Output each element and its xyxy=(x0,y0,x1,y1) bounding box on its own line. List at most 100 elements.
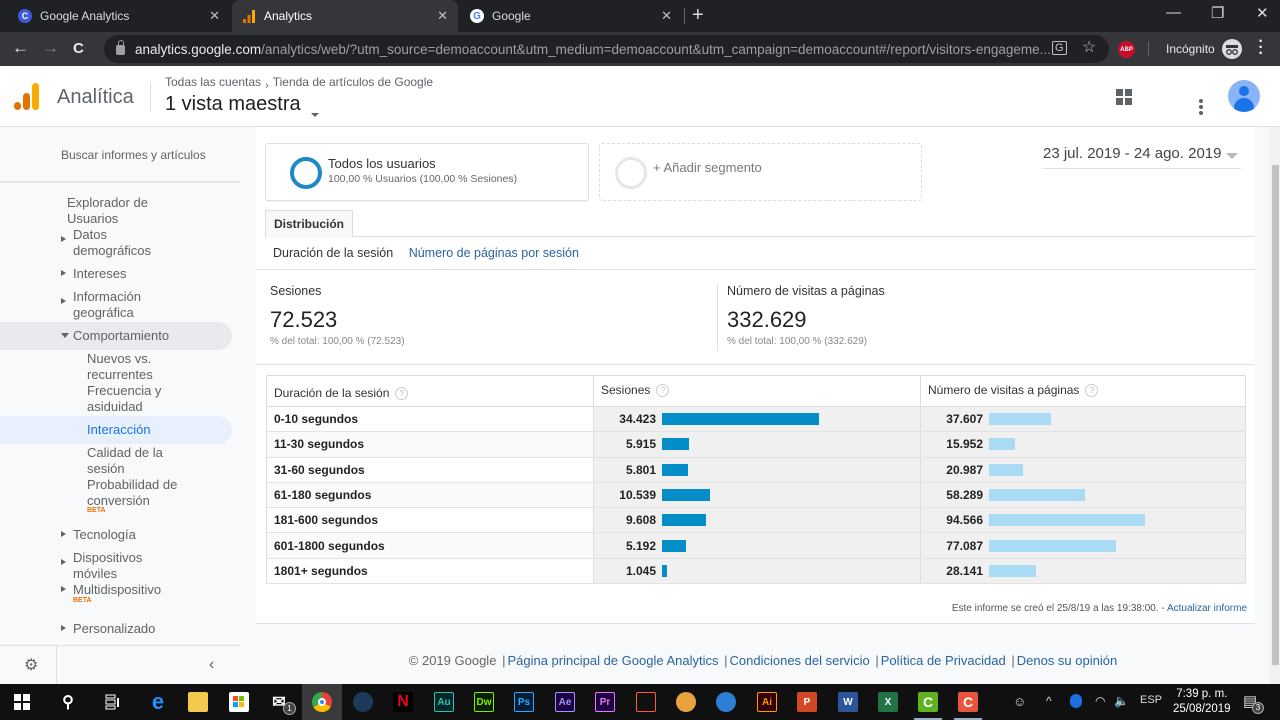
netflix-icon[interactable]: N xyxy=(393,692,413,712)
sidebar-item-tecnologia[interactable]: Tecnología xyxy=(73,527,136,542)
subtab-paginas-por-sesion[interactable]: Número de páginas por sesión xyxy=(408,246,579,260)
animate-icon[interactable] xyxy=(636,692,656,712)
after-effects-icon[interactable]: Ae xyxy=(555,692,575,712)
restore-button[interactable]: ❐ xyxy=(1211,5,1225,22)
incognito-icon[interactable] xyxy=(1222,39,1242,59)
footer-link-ga-home[interactable]: Página principal de Google Analytics xyxy=(507,653,719,668)
sidebar-item-explorador-usuarios[interactable]: Explorador de Usuarios xyxy=(67,195,148,226)
minimize-button[interactable]: — xyxy=(1166,4,1181,21)
camtasia-icon[interactable]: C xyxy=(918,692,938,712)
sidebar-item-multidispositivo[interactable]: Multidispositivo xyxy=(73,582,162,597)
sidebar-item-dispositivos-moviles[interactable]: Dispositivos móviles xyxy=(73,550,143,581)
edge-icon[interactable]: e xyxy=(151,689,165,714)
sidebar-item-nuevos-vs-recurrentes[interactable]: Nuevos vs. recurrentes xyxy=(87,351,153,382)
add-segment-button[interactable]: + Añadir segmento xyxy=(599,143,922,201)
date-range-picker[interactable]: 23 jul. 2019 - 24 ago. 2019 xyxy=(1043,145,1241,169)
sidebar-item-intereses[interactable]: Intereses xyxy=(73,266,127,281)
sidebar-item-calidad-sesion[interactable]: Calidad de la sesión xyxy=(87,445,163,476)
close-window-button[interactable]: ✕ xyxy=(1256,5,1269,22)
view-dropdown-caret-icon[interactable] xyxy=(311,113,319,117)
reload-button[interactable]: C xyxy=(73,40,84,57)
game-app-icon[interactable] xyxy=(676,692,696,712)
apps-grid-icon[interactable] xyxy=(1116,89,1132,105)
tab-distribucion[interactable]: Distribución xyxy=(265,210,354,238)
help-icon[interactable]: ? xyxy=(1085,384,1099,398)
illustrator-icon[interactable]: Ai xyxy=(757,692,777,712)
subtab-duracion-sesion[interactable]: Duración de la sesión xyxy=(273,246,394,260)
chrome-icon[interactable] xyxy=(312,692,332,712)
sidebar-item-comportamiento[interactable]: Comportamiento xyxy=(73,328,170,343)
table-row: 61-180 segundos 10.539 58.289 xyxy=(266,482,1246,509)
footer-link-feedback[interactable]: Denos su opinión xyxy=(1016,653,1118,668)
sidebar-item-frecuencia-asiduidad[interactable]: Frecuencia y asiduidad xyxy=(87,383,162,414)
media-app-icon[interactable] xyxy=(716,692,736,712)
view-selector[interactable]: 1 vista maestra xyxy=(165,93,301,115)
collapse-sidebar-icon[interactable]: ‹ xyxy=(209,656,215,673)
audition-icon[interactable]: Au xyxy=(434,692,454,712)
clock[interactable]: 7:39 p. m. 25/08/2019 xyxy=(1173,687,1231,717)
new-tab-button[interactable]: + xyxy=(692,4,704,26)
task-view-icon[interactable] xyxy=(103,692,123,712)
account-avatar[interactable] xyxy=(1228,80,1260,112)
distribution-table: Duración de la sesión? Sesiones? Número … xyxy=(266,375,1246,585)
ga-bars-icon xyxy=(242,9,256,23)
address-bar[interactable]: analytics.google.com/analytics/web/?utm_… xyxy=(104,35,1109,63)
bookmark-star-icon[interactable]: ☆ xyxy=(1082,39,1097,56)
dreamweaver-icon[interactable]: Dw xyxy=(474,692,494,712)
browser-menu-icon[interactable]: · · · xyxy=(1258,33,1264,62)
scrollbar-thumb[interactable] xyxy=(1272,165,1279,665)
close-tab-icon[interactable]: ✕ xyxy=(661,8,672,23)
column-header-pageviews[interactable]: Número de visitas a páginas? xyxy=(920,375,1246,407)
mail-icon[interactable]: ✉ xyxy=(272,694,286,711)
show-hidden-icons-icon[interactable]: ^ xyxy=(1046,694,1052,708)
browser-tab[interactable]: C Google Analytics ✕ xyxy=(8,0,230,32)
help-icon[interactable]: ? xyxy=(395,387,409,401)
sidebar-item-informacion-geografica[interactable]: Información geográfica xyxy=(73,289,141,320)
help-icon[interactable]: ? xyxy=(656,384,670,398)
back-button[interactable]: ← xyxy=(12,38,29,57)
expand-arrow-icon xyxy=(61,625,66,631)
google-g-icon: G xyxy=(470,9,484,23)
footer-link-privacy[interactable]: Política de Privacidad xyxy=(880,653,1006,668)
sidebar-item-probabilidad-conversion[interactable]: Probabilidad de conversión xyxy=(87,477,178,508)
premiere-icon[interactable]: Pr xyxy=(595,692,615,712)
camtasia-recorder-icon[interactable]: C xyxy=(958,692,978,712)
sidebar-item-datos-demograficos[interactable]: Datos demográficos xyxy=(73,227,152,258)
search-icon[interactable]: ⚲ xyxy=(62,694,74,711)
camera-app-icon[interactable] xyxy=(353,692,373,712)
bluetooth-icon[interactable] xyxy=(1070,694,1082,708)
language-indicator[interactable]: ESP xyxy=(1140,694,1163,706)
footer-link-terms[interactable]: Condiciones del servicio xyxy=(729,653,870,668)
sidebar-search[interactable]: Buscar informes y artículos xyxy=(61,148,206,162)
sidebar-item-interaccion[interactable]: Interacción xyxy=(87,422,151,437)
store-icon[interactable] xyxy=(229,692,249,712)
breadcrumb-account[interactable]: Todas las cuentas xyxy=(165,75,262,89)
incognito-label[interactable]: Incógnito xyxy=(1166,42,1215,56)
volume-icon[interactable]: 🔈 xyxy=(1114,694,1129,708)
breadcrumb[interactable]: Todas las cuentas › Tienda de artículos de… xyxy=(165,75,434,92)
excel-icon[interactable]: X xyxy=(878,692,898,712)
column-header-duration[interactable]: Duración de la sesión? xyxy=(266,375,594,407)
translate-icon[interactable]: G xyxy=(1052,41,1067,55)
segment-all-users[interactable]: Todos los usuarios 100,00 % Usuarios (10… xyxy=(265,143,589,201)
forward-button[interactable]: → xyxy=(42,38,59,57)
toolbar-separator xyxy=(1148,42,1149,56)
adblock-plus-icon[interactable]: ABP xyxy=(1118,41,1135,58)
close-tab-icon[interactable]: ✕ xyxy=(209,8,220,23)
browser-tab[interactable]: G Google ✕ xyxy=(460,0,682,32)
powerpoint-icon[interactable]: P xyxy=(797,692,817,712)
more-options-icon[interactable] xyxy=(1199,99,1205,117)
wifi-icon[interactable]: ◠ xyxy=(1095,694,1106,708)
word-icon[interactable]: W xyxy=(838,692,858,712)
photoshop-icon[interactable]: Ps xyxy=(514,692,534,712)
file-explorer-icon[interactable] xyxy=(188,692,208,712)
refresh-report-link[interactable]: Actualizar informe xyxy=(1166,603,1247,614)
settings-gear-icon[interactable]: ⚙ xyxy=(24,657,39,674)
close-tab-icon[interactable]: ✕ xyxy=(437,8,448,23)
windows-start-icon[interactable] xyxy=(12,692,32,712)
column-header-sessions[interactable]: Sesiones? xyxy=(593,375,921,407)
sidebar-item-personalizado[interactable]: Personalizado xyxy=(73,621,156,636)
browser-tab-active[interactable]: Analytics ✕ xyxy=(232,0,458,32)
people-icon[interactable]: ☺ xyxy=(1013,694,1027,709)
breadcrumb-property[interactable]: Tienda de artículos de Google xyxy=(272,75,434,89)
